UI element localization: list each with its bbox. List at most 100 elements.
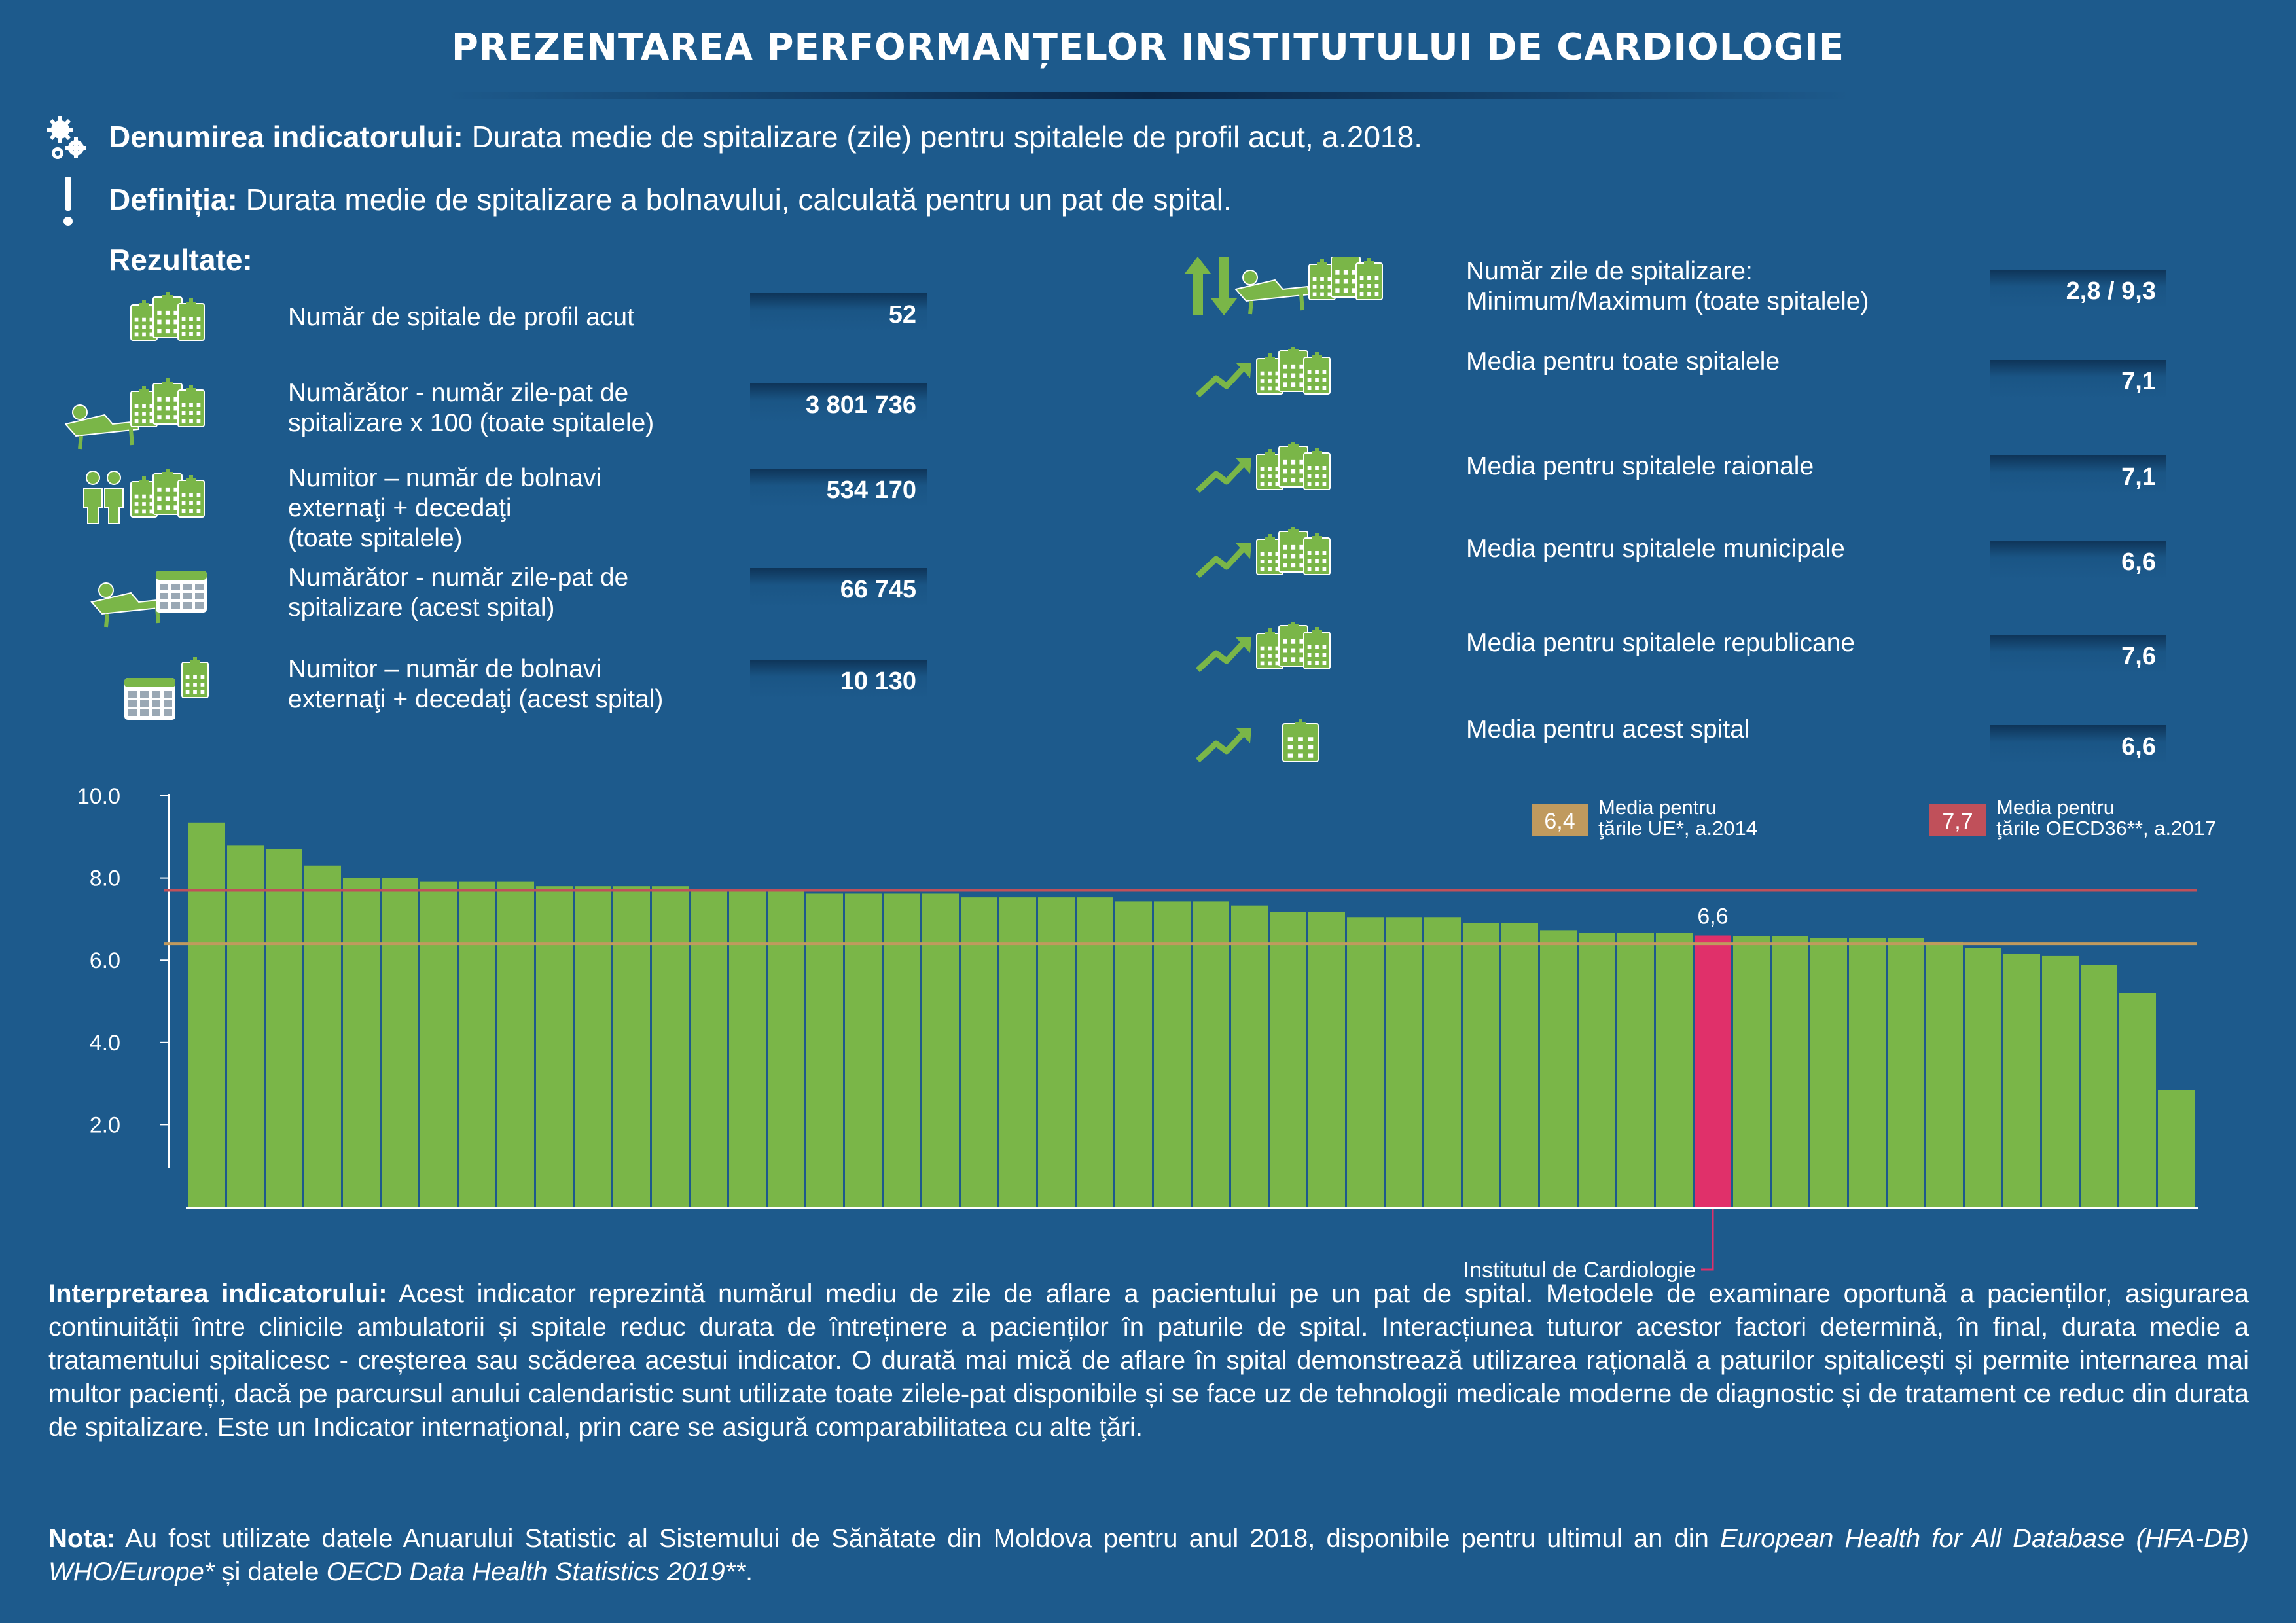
reference-caption: ţările OECD36**, a.2017: [1996, 817, 2216, 840]
indicator-name-label: Denumirea indicatorului:: [109, 120, 463, 154]
result-left-label-1: Numărător - număr zile-pat de spitalizare…: [288, 378, 654, 438]
note-paragraph: Nota: Au fost utilizate datele Anuarului…: [48, 1522, 2249, 1589]
note-source-2: OECD Data Health Statistics 2019**: [326, 1558, 745, 1586]
min-max-arrows-icon: [1185, 251, 1401, 332]
bar: [922, 893, 959, 1207]
bar: [1463, 923, 1499, 1207]
result-left-value-4: 10 130: [750, 660, 927, 720]
bar: [1965, 948, 2001, 1207]
bar: [1733, 936, 1770, 1207]
bar: [691, 891, 727, 1207]
bar: [806, 893, 843, 1207]
result-right-value-5: 6,6: [1990, 725, 2166, 785]
trend-hospitals-icon: [1185, 526, 1401, 603]
result-right-label-line: Media pentru spitalele municipale: [1466, 535, 1845, 563]
indicator-name-value: Durata medie de spitalizare (zile) pentr…: [471, 120, 1422, 154]
bar: [1656, 933, 1693, 1207]
indicator-name-row: Denumirea indicatorului: Durata medie de…: [109, 119, 1422, 154]
result-left-label-line: externaţi + decedaţi (acest spital): [288, 685, 664, 713]
page-title: PREZENTAREA PERFORMANȚELOR INSTITUTULUI …: [451, 26, 1845, 69]
result-right-value-3: 6,6: [1990, 541, 2166, 601]
highlight-leader-line: [1701, 1209, 1714, 1271]
chart-labels: 6,6 Institutul de Cardiologie: [1463, 904, 1729, 1283]
reference-value-label: 7,7: [1942, 809, 1973, 834]
bar: [1849, 938, 1886, 1207]
definition-label: Definiția:: [109, 183, 238, 217]
interpretation-paragraph: Interpretarea indicatorului: Acest indic…: [48, 1277, 2249, 1444]
patient-bed-hospitals-icon: [64, 378, 236, 454]
result-left-label-line: (toate spitalele): [288, 524, 463, 552]
gears-icon: [45, 113, 92, 165]
bar: [2003, 954, 2040, 1207]
bar: [1926, 941, 1963, 1207]
y-tick-label: 6.0: [90, 948, 120, 973]
y-tick-label: 4.0: [90, 1031, 120, 1056]
result-left-value-3: 66 745: [750, 568, 927, 628]
result-left-label-4: Numitor – număr de bolnavi externaţi + de…: [288, 654, 663, 715]
result-left-label-line: Numărător - număr zile-pat de: [288, 563, 629, 592]
bar: [999, 897, 1036, 1207]
note-text-3: .: [745, 1558, 753, 1586]
result-right-label-3: Media pentru spitalele municipale: [1466, 534, 1845, 564]
bar: [1038, 897, 1075, 1207]
result-right-value-1: 7,1: [1990, 360, 2166, 420]
bar: [1386, 917, 1422, 1207]
reference-value-badge: [1929, 804, 1986, 836]
result-right-label-line: Media pentru spitalele raionale: [1466, 452, 1814, 480]
result-left-label-line: Numitor – număr de bolnavi: [288, 464, 602, 492]
bar: [575, 886, 611, 1207]
bar: [1115, 901, 1152, 1207]
bar: [382, 878, 418, 1207]
reference-caption: Media pentru: [1996, 796, 2115, 819]
bar: [961, 897, 997, 1207]
bar: [1424, 917, 1461, 1207]
result-right-label-2: Media pentru spitalele raionale: [1466, 452, 1814, 482]
bar: [1540, 930, 1577, 1207]
bar: [1154, 901, 1191, 1207]
interpretation-text: Acest indicator reprezintă numărul mediu…: [48, 1279, 2250, 1442]
bar: [652, 886, 689, 1207]
reference-value-badge: [1532, 804, 1588, 836]
trend-hospital-icon: [1185, 712, 1401, 787]
bar: [1231, 905, 1268, 1207]
result-right-label-line: Număr zile de spitalizare:: [1466, 257, 1753, 285]
bar: [2119, 993, 2156, 1207]
trend-hospitals-icon: [1185, 346, 1401, 422]
bar: [536, 886, 573, 1207]
bar: [2042, 955, 2079, 1207]
chart-bars: [188, 822, 2195, 1207]
result-right-label-line: Media pentru spitalele republicane: [1466, 629, 1856, 657]
result-left-label-line: spitalizare (acest spital): [288, 594, 555, 622]
reference-caption: Media pentru: [1598, 796, 1717, 819]
definition-value: Durata medie de spitalizare a bolnavului…: [245, 183, 1232, 217]
bar: [1501, 923, 1538, 1207]
bar: [1772, 936, 1808, 1207]
note-text-2: și datele: [214, 1558, 327, 1586]
bar: [2081, 965, 2117, 1207]
bar: [1193, 901, 1229, 1207]
bar: [343, 878, 380, 1207]
y-tick-label: 10.0: [77, 784, 120, 809]
result-left-label-2: Numitor – număr de bolnavi externaţi + de…: [288, 463, 601, 554]
bar: [304, 865, 341, 1207]
highlight-value-label: 6,6: [1697, 904, 1728, 929]
bar: [1617, 933, 1654, 1207]
result-left-label-line: Numărător - număr zile-pat de: [288, 379, 629, 407]
people-hospitals-icon: [65, 463, 236, 539]
result-left-label-3: Numărător - număr zile-pat de spitalizare…: [288, 563, 628, 623]
bar: [188, 822, 225, 1207]
highlighted-bar: [1695, 935, 1731, 1207]
result-right-label-line: Media pentru acest spital: [1466, 715, 1750, 743]
bar: [729, 891, 766, 1207]
patient-bed-calendar-icon: [65, 563, 236, 638]
result-right-value-4: 7,6: [1990, 635, 2166, 695]
result-right-value-2: 7,1: [1990, 455, 2166, 516]
result-left-label-line: Numitor – număr de bolnavi: [288, 655, 602, 683]
result-right-label-1: Media pentru toate spitalele: [1466, 347, 1780, 377]
bar: [845, 893, 882, 1207]
note-label: Nota:: [48, 1524, 116, 1553]
bar: [1888, 938, 1924, 1207]
results-heading: Rezultate:: [109, 243, 253, 277]
result-left-label-line: Număr de spitale de profil acut: [288, 303, 634, 331]
